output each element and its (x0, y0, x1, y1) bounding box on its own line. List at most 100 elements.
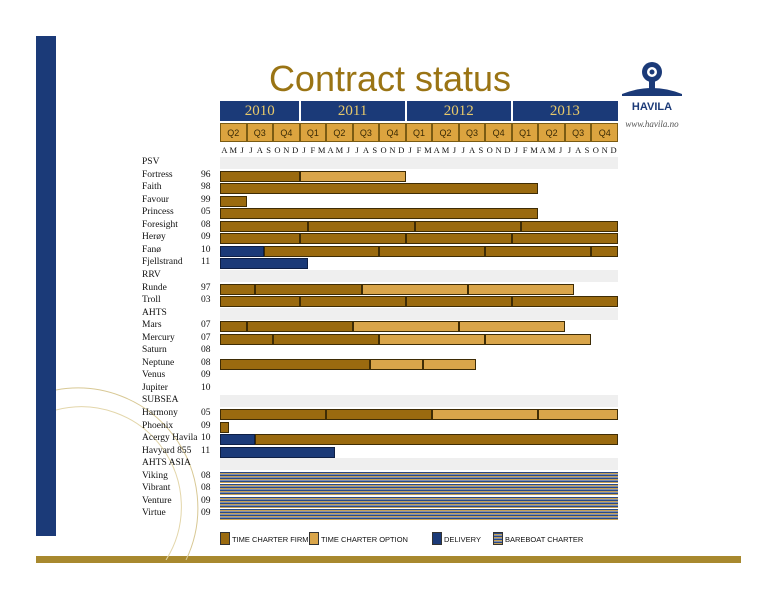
bar-option (299, 170, 406, 182)
vessel-name: Princess (142, 207, 174, 218)
month-label: J (355, 145, 359, 155)
quarter-header: Q2 Q3 Q4 Q1 Q2 Q3 Q4 Q1 Q2 Q3 Q4 Q1 Q2 Q3 Q4 (220, 123, 618, 143)
bar-firm (220, 409, 327, 420)
vessel-build-year: 11 (201, 445, 211, 456)
month-label: J (346, 145, 350, 155)
month-label: M (547, 145, 556, 155)
bar-firm (264, 245, 380, 257)
logo-url: www.havila.no (625, 119, 679, 129)
bar-firm (511, 296, 618, 308)
month-label: A (256, 145, 263, 155)
vessel-name: Favour (142, 194, 169, 205)
quarter-label: Q3 (352, 123, 380, 142)
month-label: J (567, 145, 571, 155)
section-label: AHTS ASIA (142, 458, 191, 469)
bar-option (352, 321, 459, 333)
vessel-name: Vibrant (142, 483, 171, 494)
bar-firm (308, 220, 415, 232)
section-label: AHTS (142, 307, 167, 318)
month-label: F (310, 145, 316, 155)
section-label: SUBSEA (142, 395, 179, 406)
vessel-name: Neptune (142, 357, 175, 368)
month-label: N (495, 145, 502, 155)
quarter-label: Q2 (220, 123, 247, 142)
quarter-label: Q4 (485, 123, 512, 142)
month-label: A (433, 145, 440, 155)
vessel-build-year: 07 (201, 332, 211, 343)
vessel-build-year: 07 (201, 320, 211, 331)
month-label: A (327, 145, 334, 155)
logo-text: HAVILA (632, 101, 672, 113)
vessel-name: Viking (142, 470, 168, 481)
month-label: J (452, 145, 457, 155)
quarter-label: Q2 (538, 123, 565, 142)
vessel-name: Harmony (142, 408, 178, 418)
bar-option (432, 409, 539, 420)
bar-firm (405, 233, 512, 245)
bar-firm (326, 409, 433, 420)
month-label: S (584, 145, 590, 155)
quarter-label: Q2 (432, 123, 459, 142)
bar-firm (220, 283, 256, 295)
month-label: D (398, 145, 405, 155)
vessel-build-year: 98 (201, 182, 211, 193)
month-label: J (302, 145, 306, 155)
vessel-name: Fanø (142, 244, 161, 255)
year-divider (404, 101, 407, 121)
vessel-build-year: 97 (201, 282, 211, 293)
left-accent-bar (36, 36, 56, 536)
bar-firm (220, 220, 309, 232)
month-label: A (362, 145, 369, 155)
vessel-name: Virtue (142, 508, 166, 519)
section-label: PSV (142, 157, 160, 167)
month-label: O (380, 145, 387, 155)
bar-option (361, 283, 468, 295)
month-label: S (478, 145, 484, 155)
month-label: N (601, 145, 608, 155)
vessel-name: Venus (142, 370, 166, 381)
bar-firm (220, 421, 229, 433)
month-label: D (610, 145, 617, 155)
bar-option (485, 333, 592, 345)
bar-firm (255, 283, 362, 295)
section-band (220, 307, 618, 320)
quarter-label: Q3 (246, 123, 274, 142)
month-label: A (539, 145, 546, 155)
bar-firm (220, 183, 539, 195)
vessel-build-year: 08 (201, 219, 211, 230)
month-label: N (283, 145, 290, 155)
year-label-2012: 2012 (443, 103, 474, 119)
vessel-name: Foresight (142, 219, 178, 230)
year-header: 2010 2011 2012 2013 (220, 101, 618, 121)
bar-firm (299, 296, 406, 308)
vessel-build-year: 99 (201, 194, 211, 205)
bar-delivery (220, 258, 309, 270)
legend-label: BAREBOAT CHARTER (505, 535, 584, 544)
quarter-label: Q1 (405, 123, 433, 142)
bar-option (467, 283, 574, 295)
month-label: J (408, 145, 412, 155)
bar-firm (220, 233, 300, 245)
bar-option (379, 333, 486, 345)
bar-firm (220, 208, 539, 220)
month-label: F (416, 145, 422, 155)
month-label: M (317, 145, 326, 155)
month-label: A (468, 145, 476, 155)
legend-label: TIME CHARTER FIRM (232, 535, 309, 544)
month-label: J (240, 145, 244, 155)
legend-label: TIME CHARTER OPTION (321, 535, 408, 544)
year-divider (510, 101, 513, 121)
havila-logo-icon: HAVILA (622, 62, 682, 113)
bar-option (458, 321, 565, 333)
month-label: A (575, 145, 582, 155)
vessel-build-year: 05 (201, 408, 211, 418)
quarter-label: Q4 (273, 123, 300, 142)
bar-delivery (220, 434, 256, 446)
vessel-name: Saturn (142, 345, 167, 356)
quarter-label: Q3 (458, 123, 486, 142)
vessel-build-year: 10 (201, 433, 211, 444)
bar-bareboat (220, 496, 618, 508)
quarter-label: Q4 (379, 123, 406, 142)
vessel-build-year: 08 (201, 345, 211, 356)
